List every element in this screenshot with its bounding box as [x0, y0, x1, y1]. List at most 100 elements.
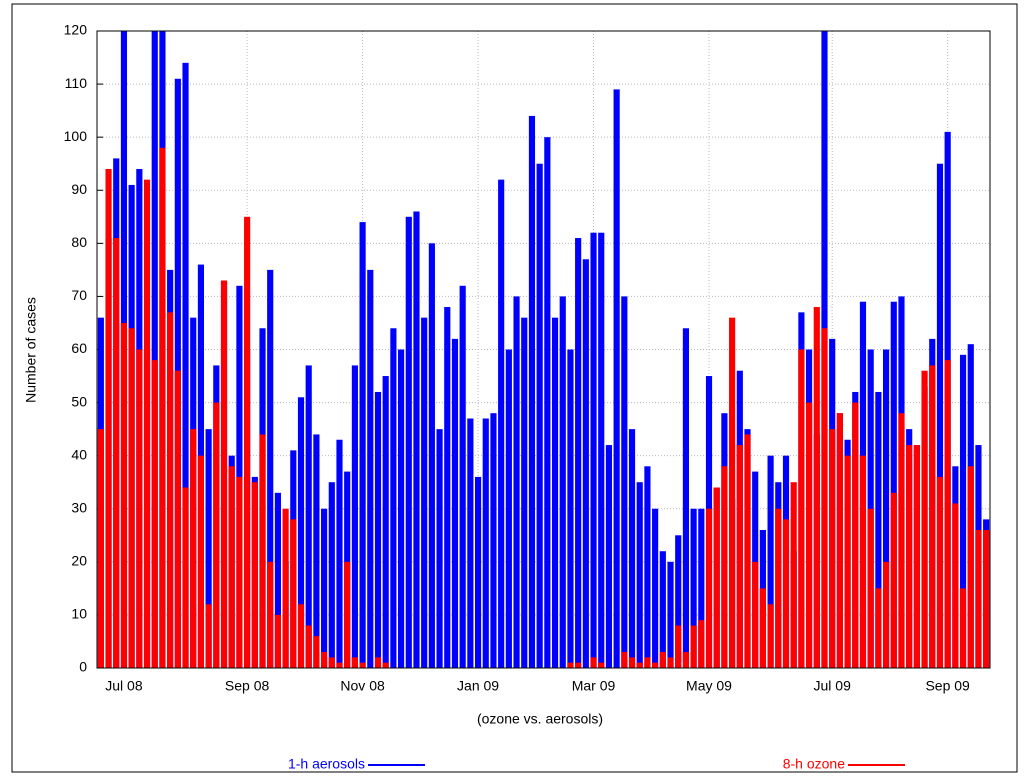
- bar: [136, 349, 143, 668]
- bar: [890, 301, 897, 668]
- bar: [667, 561, 674, 668]
- bar: [305, 365, 312, 668]
- y-tick-label: 40: [71, 446, 87, 462]
- bar: [359, 662, 366, 668]
- bar: [882, 561, 890, 668]
- bar: [567, 349, 574, 668]
- bar: [120, 322, 128, 668]
- bar: [729, 317, 736, 668]
- bar: [775, 508, 782, 668]
- bar: [482, 418, 489, 668]
- bar: [644, 657, 651, 668]
- bar: [844, 455, 851, 668]
- bar: [405, 216, 412, 668]
- bar: [906, 445, 913, 668]
- bar: [759, 588, 766, 668]
- bar: [675, 535, 682, 668]
- bar: [505, 349, 512, 668]
- bar: [705, 508, 713, 668]
- bar: [313, 636, 320, 668]
- x-tick-label: Jul 09: [814, 678, 852, 694]
- bar: [767, 604, 774, 668]
- bar: [790, 482, 797, 668]
- y-tick-label: 110: [65, 75, 88, 91]
- bar: [898, 413, 905, 668]
- bar: [698, 620, 705, 668]
- bar: [628, 657, 636, 668]
- bar: [929, 365, 936, 668]
- y-tick-label: 20: [71, 553, 87, 569]
- bar: [305, 625, 312, 668]
- bar: [852, 402, 859, 668]
- bar: [467, 418, 474, 668]
- bar: [321, 508, 328, 668]
- bar: [744, 434, 751, 668]
- bar: [421, 317, 428, 668]
- bar: [182, 487, 189, 668]
- bar: [667, 657, 674, 668]
- plot-border: [96, 30, 991, 669]
- bar: [297, 397, 305, 668]
- bar: [936, 163, 944, 669]
- legend-label: 8-h ozone: [783, 756, 845, 772]
- bar: [205, 429, 212, 668]
- bar: [875, 391, 882, 668]
- bar: [498, 179, 505, 668]
- x-tick-label: May 09: [686, 678, 732, 694]
- bar: [721, 466, 728, 668]
- bar: [628, 429, 636, 668]
- bar: [267, 561, 274, 668]
- x-tick-label: Nov 08: [340, 678, 385, 694]
- bar: [859, 455, 867, 668]
- bar: [382, 662, 389, 668]
- bar: [105, 169, 112, 668]
- bar: [598, 662, 605, 668]
- x-tick-label: Sep 08: [225, 678, 270, 694]
- bar: [813, 307, 820, 668]
- bar: [921, 370, 928, 668]
- bar: [782, 519, 790, 668]
- bar: [659, 551, 666, 668]
- bar: [913, 445, 920, 668]
- bar: [190, 429, 197, 668]
- bar: [151, 31, 158, 668]
- bar: [398, 349, 405, 668]
- bar: [328, 482, 335, 668]
- bar: [621, 652, 628, 668]
- bar: [159, 147, 166, 669]
- bar: [736, 445, 743, 668]
- bar: [205, 604, 212, 668]
- bar: [197, 455, 205, 668]
- bar: [367, 269, 374, 668]
- bar: [128, 328, 135, 668]
- bar: [521, 317, 528, 668]
- y-tick-label: 30: [71, 499, 87, 515]
- bar: [690, 625, 697, 668]
- x-tick-label: Sep 09: [925, 678, 970, 694]
- bar: [983, 529, 990, 668]
- y-tick-label: 90: [71, 181, 87, 197]
- bar: [698, 508, 705, 668]
- y-tick-label: 60: [71, 340, 87, 356]
- frame: [11, 3, 1018, 773]
- bar: [875, 588, 882, 668]
- bar: [167, 312, 174, 668]
- bar: [690, 508, 697, 668]
- bar: [213, 402, 220, 668]
- y-tick-label: 50: [71, 393, 87, 409]
- bar: [143, 179, 151, 668]
- y-tick-label: 100: [64, 128, 88, 144]
- bar: [251, 482, 258, 668]
- bar: [259, 434, 266, 668]
- bar: [151, 360, 158, 668]
- y-tick-label: 10: [71, 606, 87, 622]
- bar: [228, 466, 235, 668]
- bar: [328, 657, 335, 668]
- bar: [890, 492, 897, 668]
- bar: [652, 662, 659, 668]
- bar: [382, 376, 389, 668]
- bar: [636, 482, 643, 668]
- bar: [336, 662, 343, 668]
- bar: [952, 503, 959, 668]
- bar: [390, 328, 397, 668]
